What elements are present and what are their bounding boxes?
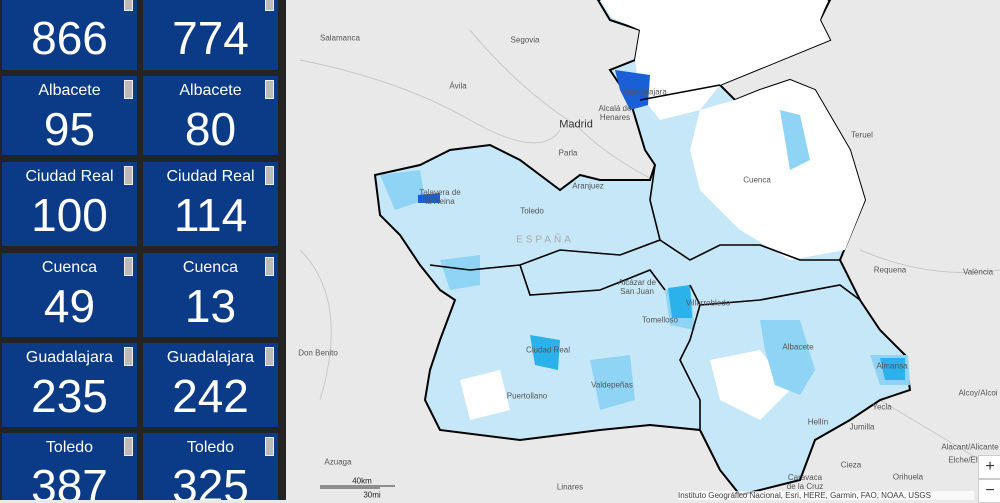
card-scrollbar — [124, 257, 133, 276]
card-title: Ciudad Real — [166, 168, 255, 185]
card-scrollbar — [124, 347, 133, 366]
card-value: 866 — [31, 12, 108, 64]
stat-card: Ciudad Real 114 — [143, 162, 278, 246]
zoom-button[interactable]: + — [978, 455, 1000, 479]
map-label: Salamanca — [319, 33, 361, 43]
scale-label: 30mi — [363, 490, 381, 500]
card-value: 80 — [184, 103, 237, 155]
map-label: Requena — [873, 265, 907, 275]
map-label: Ciudad Real — [525, 345, 571, 355]
map-label: Toledo — [520, 206, 544, 216]
map-label: Albacete — [782, 342, 814, 352]
map-label: Ávila — [449, 81, 467, 91]
card-value: 49 — [43, 280, 96, 332]
stat-card: 866 — [2, 0, 137, 70]
card-value: 100 — [31, 189, 108, 241]
stats-panel: 866 774 Albacete 95 Albacete 80 Ciudad Real 100… — [0, 0, 286, 500]
zoom-button[interactable]: − — [978, 479, 1000, 503]
stat-card: Albacete 95 — [2, 76, 137, 155]
stat-card: Cuenca 49 — [2, 253, 137, 337]
map-label: Cieza — [840, 460, 862, 470]
map-label: Almansa — [876, 361, 908, 371]
card-title: Albacete — [179, 82, 242, 99]
stat-card: Toledo 387 — [2, 433, 137, 500]
card-scrollbar — [124, 166, 133, 185]
map-label: Tomelloso — [641, 315, 679, 325]
card-value: 95 — [43, 103, 96, 155]
map-label: Cuenca — [743, 175, 771, 185]
map-label: Talavera de la Reina — [419, 188, 461, 206]
card-scrollbar — [124, 437, 133, 456]
card-scrollbar — [265, 347, 274, 366]
province-borders — [429, 84, 861, 430]
card-value: 325 — [172, 460, 249, 500]
map-label: Don Benito — [298, 348, 338, 358]
map-label: Puertollano — [506, 391, 548, 401]
high-areas — [530, 285, 905, 380]
map-label: ESPAÑA — [516, 234, 574, 246]
card-scrollbar — [265, 80, 274, 99]
card-scrollbar — [265, 166, 274, 185]
map-label: Parla — [558, 148, 578, 158]
map-label: Teruel — [851, 130, 873, 140]
stat-card: Toledo 325 — [143, 433, 278, 500]
stat-card: Ciudad Real 100 — [2, 162, 137, 246]
map-label: Segovia — [510, 35, 540, 45]
card-title: Ciudad Real — [25, 168, 114, 185]
map-label: Azuaga — [324, 457, 352, 467]
map-label: Aranjuez — [572, 181, 604, 191]
card-value: 13 — [184, 280, 237, 332]
stat-card: Guadalajara 242 — [143, 343, 278, 427]
card-value: 242 — [172, 370, 249, 422]
map-label: Jumilla — [849, 422, 875, 432]
map-label: Caravaca de la Cruz — [786, 473, 824, 491]
map-label: València — [962, 267, 994, 277]
map-label: Madrid — [559, 118, 593, 131]
map-label: Alcoy/Alcoi — [958, 388, 998, 398]
map-label: Linares — [556, 482, 584, 492]
card-title: Cuenca — [182, 259, 239, 276]
card-scrollbar — [265, 257, 274, 276]
card-scrollbar — [124, 80, 133, 99]
card-scrollbar — [265, 0, 274, 11]
card-value: 235 — [31, 370, 108, 422]
card-scrollbar — [265, 437, 274, 456]
scale-label: 40km — [352, 476, 372, 486]
white-areas — [460, 0, 865, 420]
map-label: Hellín — [807, 417, 829, 427]
roads — [299, 29, 1000, 461]
stat-card: Guadalajara 235 — [2, 343, 137, 427]
card-value: 774 — [172, 12, 249, 64]
card-title: Guadalajara — [166, 349, 255, 366]
card-value: 114 — [173, 189, 248, 241]
stat-card: Cuenca 13 — [143, 253, 278, 337]
stat-card: Albacete 80 — [143, 76, 278, 155]
card-title: Cuenca — [41, 259, 98, 276]
map-label: Alcalá de Henares — [598, 104, 632, 122]
card-title: Toledo — [186, 439, 235, 456]
map[interactable] — [286, 0, 1000, 500]
map-label: Orihuela — [892, 472, 924, 482]
map-label: Alcázar de San Juan — [618, 278, 656, 296]
stat-card: 774 — [143, 0, 278, 70]
map-label: Guadalajara — [623, 87, 667, 97]
map-label: Villarrobledo — [685, 298, 731, 308]
card-title: Toledo — [45, 439, 94, 456]
map-label: Valdepeñas — [591, 380, 633, 390]
card-scrollbar — [124, 0, 133, 11]
map-label: Alacant/Alicante — [941, 442, 999, 452]
medium-areas — [380, 110, 910, 410]
card-value: 387 — [31, 460, 108, 500]
map-label: Elche/Elx — [948, 455, 982, 465]
map-canvas — [299, 0, 1000, 497]
card-title: Albacete — [38, 82, 101, 99]
scale-bar — [320, 485, 395, 489]
attribution: Instituto Geográfico Nacional, Esri, HER… — [678, 491, 974, 500]
map-label: Yecla — [872, 402, 892, 412]
card-title: Guadalajara — [25, 349, 114, 366]
